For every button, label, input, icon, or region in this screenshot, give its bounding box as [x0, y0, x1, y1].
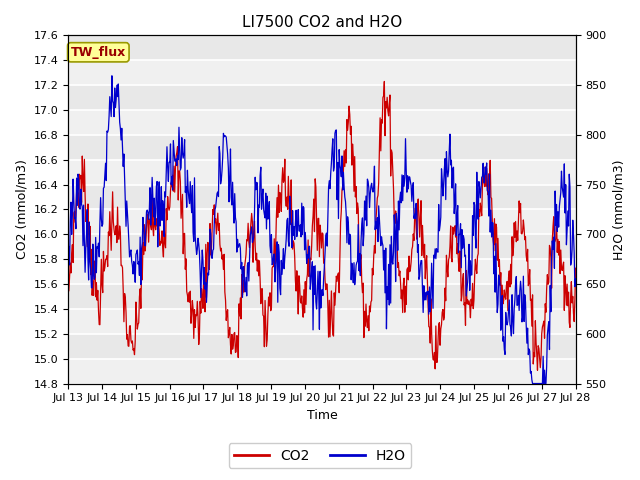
Title: LI7500 CO2 and H2O: LI7500 CO2 and H2O [242, 15, 402, 30]
Y-axis label: H2O (mmol/m3): H2O (mmol/m3) [612, 159, 625, 260]
X-axis label: Time: Time [307, 409, 337, 422]
Y-axis label: CO2 (mmol/m3): CO2 (mmol/m3) [15, 159, 28, 259]
Bar [68, 259, 575, 284]
Bar [68, 209, 575, 234]
Text: TW_flux: TW_flux [70, 46, 126, 59]
Bar [68, 160, 575, 184]
Bar [68, 110, 575, 135]
Bar [68, 309, 575, 334]
Bar [68, 359, 575, 384]
Legend: CO2, H2O: CO2, H2O [228, 443, 412, 468]
Bar [68, 60, 575, 85]
